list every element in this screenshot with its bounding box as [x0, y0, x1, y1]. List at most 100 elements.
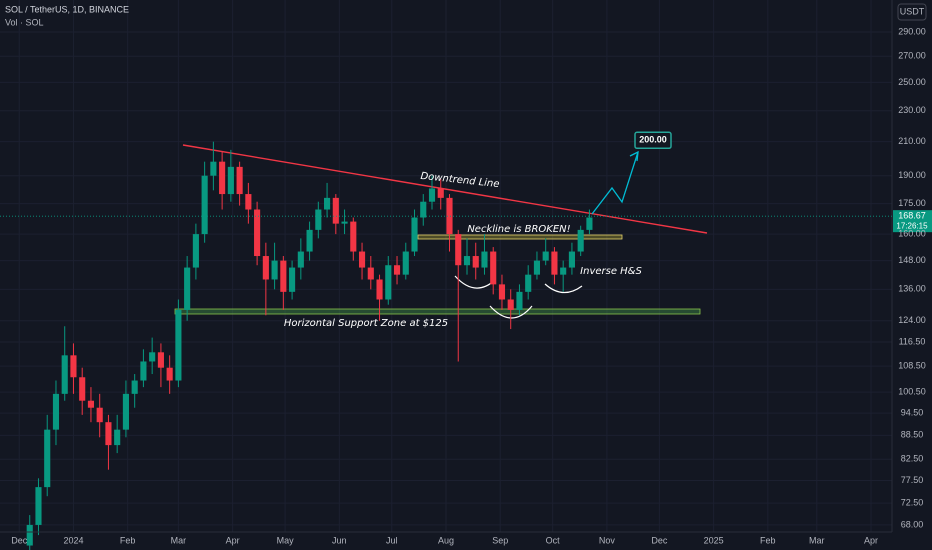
y-tick-label: 230.00 [898, 105, 926, 115]
x-tick-label: Aug [438, 535, 454, 545]
last-price-label: 168.67 [898, 211, 926, 221]
y-tick-label: 175.00 [898, 198, 926, 208]
candle-body [271, 260, 278, 280]
candles [26, 141, 593, 550]
chart-title: SOL / TetherUS, 1D, BINANCE [5, 4, 129, 14]
candle-body [472, 256, 479, 268]
candle-body [254, 209, 261, 257]
candle-body [166, 367, 173, 381]
y-tick-label: 88.50 [901, 430, 924, 440]
x-tick-label: Mar [171, 535, 187, 545]
annotation: Inverse H&S [580, 266, 642, 277]
x-tick-label: Dec [11, 535, 28, 545]
x-tick-label: Apr [864, 535, 878, 545]
x-tick-label: Nov [599, 535, 616, 545]
candle-body [324, 197, 331, 210]
x-tick-label: Sep [492, 535, 508, 545]
y-tick-label: 100.50 [898, 387, 926, 397]
candle-body [463, 256, 471, 266]
candle-body [306, 229, 313, 252]
y-tick-label: 160.00 [898, 228, 926, 238]
candle-body [376, 279, 383, 300]
x-tick-label: Jun [332, 535, 347, 545]
candle-body [560, 267, 567, 275]
candle-body [44, 429, 51, 488]
y-tick-label: 190.00 [898, 170, 926, 180]
candle-body [568, 251, 575, 268]
candle-body [149, 352, 156, 362]
candle-body [157, 352, 164, 368]
chart-subtitle: Vol · SOL [5, 17, 44, 27]
target-box [634, 131, 672, 150]
y-tick-label: 94.50 [901, 407, 924, 417]
candle-body [455, 234, 462, 266]
candle-body [393, 265, 401, 275]
candle-body [280, 260, 287, 292]
candle-body [542, 251, 549, 261]
x-tick-label: Dec [651, 535, 668, 545]
candle-body [35, 487, 42, 525]
neckline-zone [417, 234, 623, 240]
head-arc [489, 305, 533, 319]
y-tick-label: 68.00 [901, 519, 924, 529]
x-tick-label: Jul [386, 535, 398, 545]
x-tick-label: 2024 [63, 535, 83, 545]
y-tick-label: 270.00 [898, 51, 926, 61]
candle-body [61, 355, 68, 394]
candle-body [577, 229, 584, 252]
candle-body [175, 309, 182, 381]
candle-body [297, 251, 304, 268]
candle-body [262, 256, 269, 280]
right-shoulder-arc [544, 283, 583, 294]
countdown-label: 17:26:15 [896, 221, 928, 230]
candle-body [219, 161, 226, 195]
candle-body [192, 234, 199, 268]
candle-body [481, 251, 488, 268]
grid [0, 0, 892, 532]
x-tick-label: Feb [120, 535, 136, 545]
target-label: 200.00 [639, 135, 667, 145]
candle-body [420, 201, 427, 218]
y-tick-label: 210.00 [898, 136, 926, 146]
candle-body [490, 251, 497, 285]
y-tick-label: 250.00 [898, 77, 926, 87]
arrow-head [629, 150, 639, 162]
annotation: Horizontal Support Zone at $125 [284, 318, 448, 329]
y-tick-label: 290.00 [898, 26, 926, 36]
y-tick-label: 77.50 [901, 475, 924, 485]
candle-body [586, 217, 593, 230]
y-tick-label: 108.50 [898, 360, 926, 370]
candle-body [245, 194, 252, 210]
projection-arrow [591, 151, 639, 215]
candle-body [385, 265, 392, 300]
candle-body [367, 267, 374, 280]
x-tick-label: May [277, 535, 295, 545]
candle-body [428, 188, 436, 202]
price-axis [892, 0, 932, 550]
candle-body [114, 429, 121, 446]
candle-body [516, 291, 523, 310]
y-axis-label: USDT [900, 6, 925, 16]
unit-box [897, 3, 927, 21]
candle-body [533, 260, 541, 275]
x-tick-label: Apr [226, 535, 240, 545]
annotation: Neckline is BROKEN! [467, 224, 570, 235]
candle-body [140, 361, 147, 381]
candle-body [350, 221, 357, 252]
candle-body [227, 166, 234, 195]
candle-body [289, 267, 296, 292]
y-tick-label: 72.50 [901, 498, 924, 508]
candle-body [358, 251, 366, 268]
y-tick-label: 136.00 [898, 284, 926, 294]
candle-body [184, 267, 191, 310]
candle-body [236, 166, 243, 195]
candle-body [507, 299, 514, 310]
candle-body [341, 221, 348, 224]
candle-body [437, 188, 444, 198]
candle-body [411, 217, 418, 252]
candle-body [332, 197, 339, 224]
candle-body [446, 197, 453, 235]
